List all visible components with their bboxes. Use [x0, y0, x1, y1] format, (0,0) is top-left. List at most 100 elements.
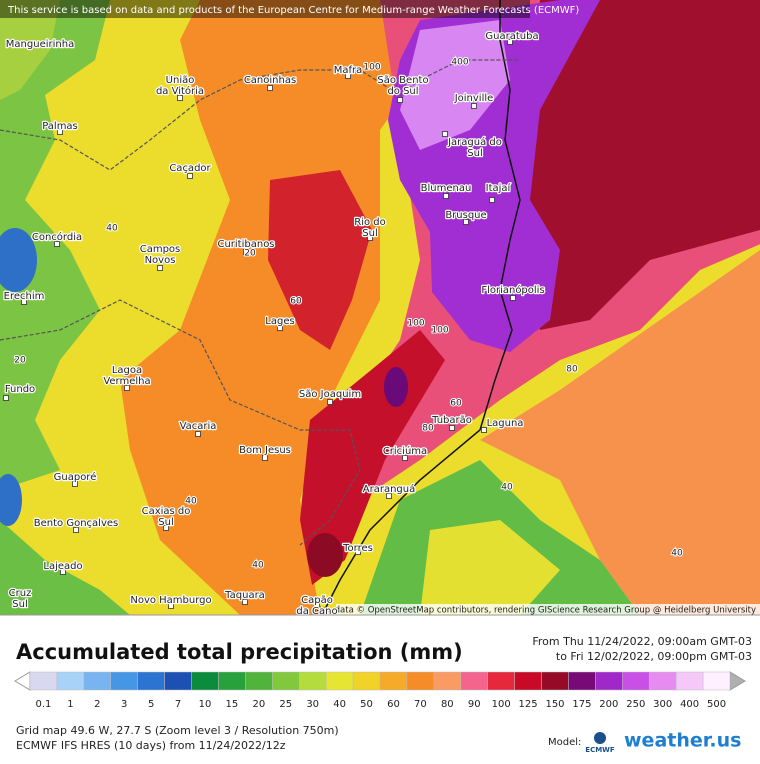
- contour-label: 40: [106, 224, 118, 234]
- legend-value: 50: [360, 699, 373, 710]
- legend-value: 0.1: [36, 699, 52, 710]
- contour-label: 40: [252, 561, 264, 571]
- city-label: Vacaria: [180, 421, 217, 432]
- brand: weather.us: [624, 730, 741, 752]
- contour-label: 100: [431, 326, 448, 336]
- legend-swatch: [325, 671, 354, 691]
- legend-swatch: [595, 671, 623, 691]
- city-dot: [21, 299, 27, 305]
- legend-swatch: [272, 671, 300, 691]
- city-label: Bento Gonçalves: [34, 518, 118, 529]
- city-label: São Bento: [377, 75, 428, 86]
- contour-label: 60: [450, 399, 462, 409]
- legend-arrow-left: [14, 671, 31, 691]
- city-label: Jaraguá do: [447, 136, 502, 148]
- legend-swatch: [110, 671, 138, 691]
- legend-swatch: [433, 671, 462, 691]
- legend-value: 250: [626, 699, 645, 710]
- city-dot: [60, 569, 66, 575]
- legend-swatch: [29, 671, 58, 691]
- legend-value: 150: [545, 699, 564, 710]
- city-dot: [57, 129, 63, 135]
- city-dot: [54, 241, 60, 247]
- city-dot: [442, 131, 448, 137]
- city-dot: [345, 73, 351, 79]
- legend-swatch: [622, 671, 650, 691]
- legend-swatch: [460, 671, 488, 691]
- legend-swatch: [648, 671, 677, 691]
- city-dot: [367, 235, 373, 241]
- legend: 0.1 1 2 3 5 7 10 15 20 25 30 40 50 60 70 80 90 100 125 150 1…: [14, 671, 746, 710]
- city-label: Palmas: [42, 121, 78, 132]
- contour-label: 20: [244, 249, 256, 259]
- city-dot: [463, 219, 469, 225]
- city-label: da Vitória: [156, 85, 204, 97]
- city-dot: [163, 525, 169, 531]
- coastline: [321, 0, 521, 616]
- city-label: União: [166, 75, 195, 86]
- city-label: Brusque: [445, 210, 486, 221]
- city-label: Florianópolis: [481, 284, 544, 296]
- city-label: Bom Jesus: [239, 445, 291, 456]
- legend-value: 7: [175, 699, 181, 710]
- city-dot: [267, 85, 273, 91]
- legend-swatch: [702, 671, 731, 691]
- state-border: [0, 299, 361, 546]
- contour-label: 80: [566, 365, 578, 375]
- city-dot: [386, 493, 392, 499]
- city-dot: [481, 427, 487, 433]
- contour-label: 40: [185, 497, 197, 507]
- legend-value: 5: [148, 699, 154, 710]
- city-dot: [177, 95, 183, 101]
- legend-swatch: [298, 671, 327, 691]
- model-logo: ECMWF: [585, 746, 615, 754]
- title: Accumulated total precipitation (mm): [16, 640, 463, 664]
- city-dot: [277, 325, 283, 331]
- legend-swatch: [406, 671, 435, 691]
- legend-value: 20: [252, 699, 265, 710]
- legend-swatch: [514, 671, 542, 691]
- legend-arrow-right: [729, 671, 746, 691]
- city-dot: [3, 395, 9, 401]
- contour-label: 100: [407, 319, 424, 329]
- city-label: Lages: [265, 316, 294, 327]
- legend-value: 175: [572, 699, 591, 710]
- city-label: Caxias do: [142, 506, 191, 517]
- notice: This service is based on data and produc…: [7, 5, 579, 16]
- legend-value: 60: [387, 699, 400, 710]
- blue-zone: [0, 228, 37, 292]
- period-to: to Fri 12/02/2022, 09:00pm GMT-03: [556, 650, 752, 663]
- city-label: Mafra: [334, 65, 363, 76]
- legend-value: 200: [599, 699, 618, 710]
- legend-value: 15: [226, 699, 239, 710]
- city-dot: [327, 399, 333, 405]
- state-border: [0, 59, 520, 171]
- city-label: Curitibanos: [217, 239, 274, 250]
- city-label: Guaratuba: [485, 31, 538, 42]
- legend-value: 10: [199, 699, 212, 710]
- city-label: Fundo: [5, 384, 35, 395]
- grid-info: Grid map 49.6 W, 27.7 S (Zoom level 3 / …: [16, 724, 339, 737]
- city-dot: [355, 549, 361, 555]
- legend-swatch: [245, 671, 273, 691]
- city-label: Vermelha: [103, 376, 150, 387]
- dark-red-zone: [520, 0, 760, 330]
- city-label: Lajeado: [43, 561, 82, 572]
- city-label: Joinville: [454, 93, 494, 104]
- legend-value: 80: [441, 699, 454, 710]
- city-dot: [397, 97, 403, 103]
- city-label: Sul: [362, 228, 377, 239]
- legend-value: 300: [653, 699, 672, 710]
- legend-value: 500: [707, 699, 726, 710]
- contour-label: 20: [14, 356, 26, 366]
- red-zone: [300, 330, 445, 585]
- city-label: Cruz: [9, 588, 32, 599]
- city-dot: [314, 603, 320, 609]
- city-dot: [507, 39, 513, 45]
- city-label: Blumenau: [421, 183, 472, 194]
- orange-zone: [480, 250, 760, 615]
- legend-value: 30: [306, 699, 319, 710]
- contour-label: 40: [671, 549, 683, 559]
- legend-value: 25: [279, 699, 292, 710]
